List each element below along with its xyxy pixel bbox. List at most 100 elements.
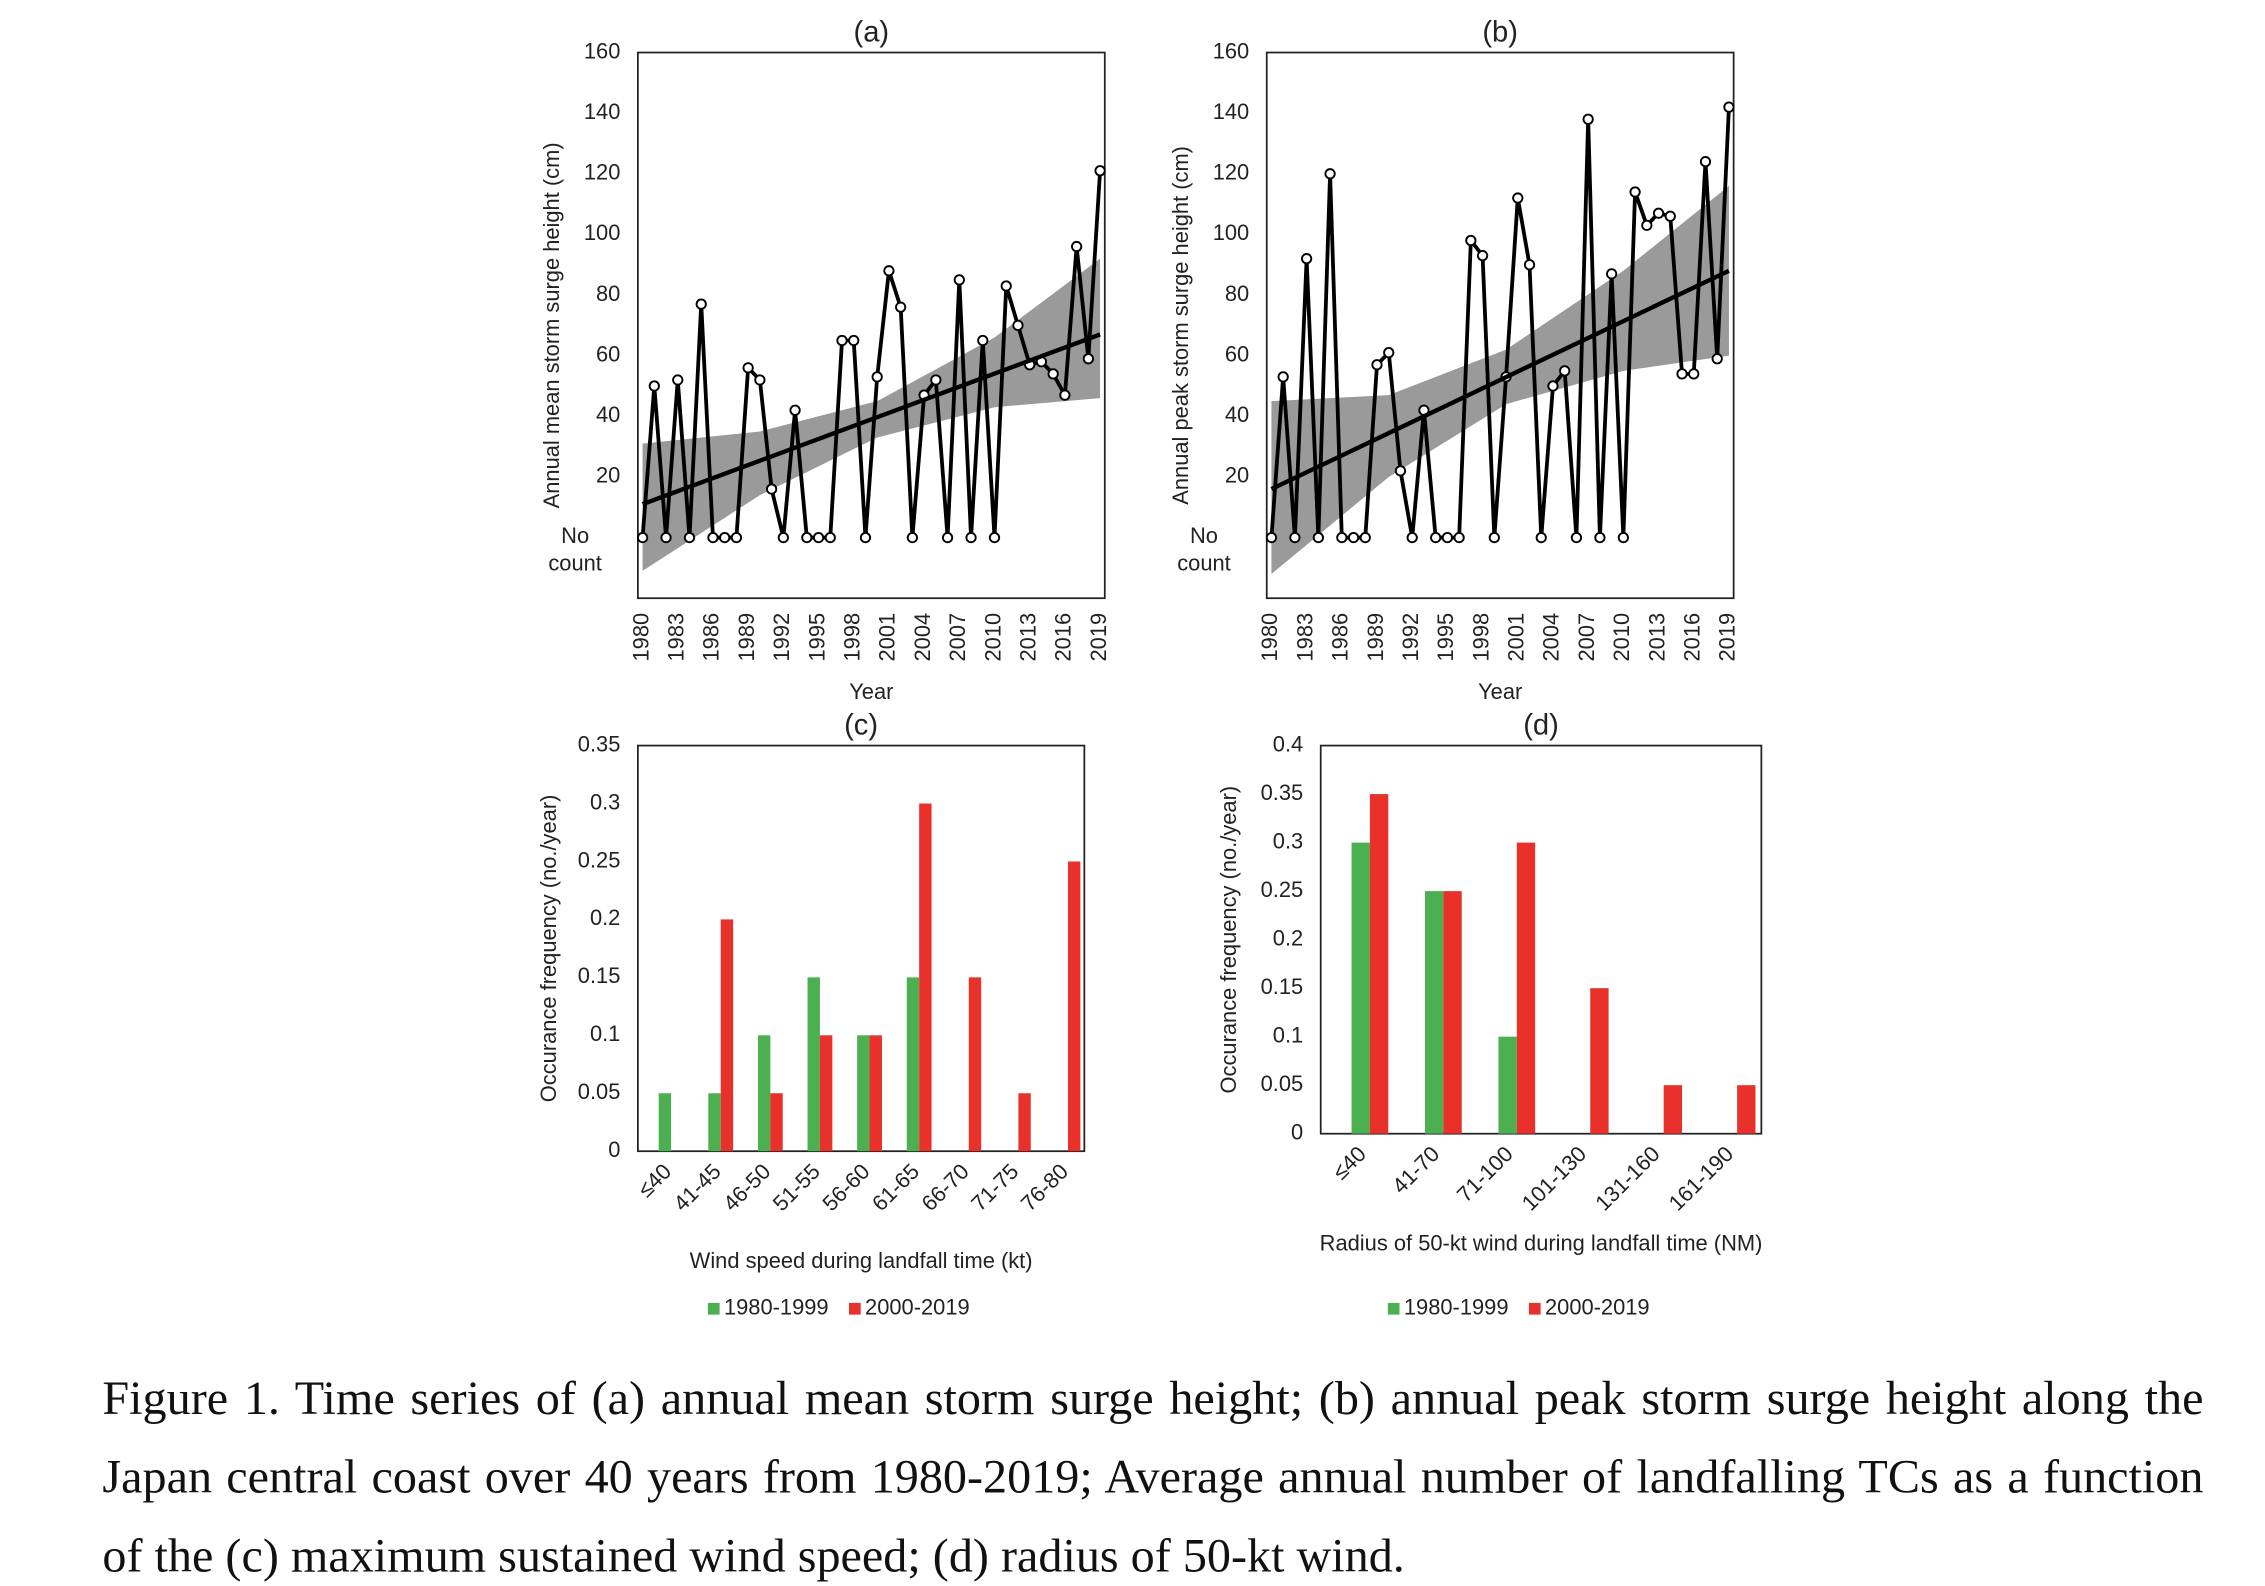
- bar: [819, 1035, 833, 1152]
- y-tick-label: 40: [596, 402, 620, 427]
- bar: [869, 1035, 882, 1152]
- data-point: [1535, 531, 1547, 544]
- data-point: [1336, 531, 1348, 544]
- y-tick-label: 0.25: [578, 847, 621, 872]
- data-point: [1723, 101, 1735, 113]
- bar: [658, 1093, 672, 1152]
- data-point: [1476, 250, 1489, 262]
- y-tick-label: 160: [1213, 38, 1250, 63]
- x-axis-title: Year: [849, 679, 893, 704]
- data-point: [1629, 186, 1641, 198]
- x-tick-label: 2007: [1574, 613, 1599, 662]
- x-tick-label: 1992: [769, 613, 794, 662]
- x-tick-label: 161-190: [1664, 1141, 1738, 1215]
- data-point: [719, 531, 731, 544]
- y-tick-label: 100: [1213, 220, 1250, 245]
- y-tick-label: 0.1: [1273, 1022, 1303, 1047]
- y-tick-label: 0.15: [1261, 974, 1304, 999]
- x-tick-label: 1989: [734, 613, 759, 662]
- bar: [1498, 1036, 1517, 1134]
- data-point: [1652, 207, 1665, 219]
- data-point: [1094, 165, 1106, 177]
- data-point: [906, 531, 919, 544]
- data-point: [977, 334, 989, 347]
- y-axis-title: Occurance frequency (no./year): [536, 795, 561, 1103]
- x-tick-label: 41-70: [1387, 1141, 1444, 1198]
- data-point: [1371, 359, 1383, 371]
- bar: [906, 977, 920, 1152]
- legend: 1980-1999 2000-2019: [707, 1295, 970, 1320]
- y-tick-label: 80: [1225, 281, 1249, 306]
- data-point: [824, 531, 836, 544]
- x-tick-label: 2019: [1715, 613, 1740, 662]
- x-tick-label: 71-75: [966, 1159, 1023, 1216]
- bar: [757, 1035, 771, 1152]
- x-tick-label: 131-160: [1590, 1141, 1664, 1215]
- x-axis-title: Radius of 50-kt wind during landfall tim…: [1319, 1231, 1763, 1257]
- x-tick-label: 2004: [1539, 613, 1564, 662]
- data-point: [1359, 531, 1371, 544]
- y-axis-title: Occurance frequency (no./year): [1216, 786, 1241, 1094]
- x-tick-label: 1995: [804, 613, 829, 662]
- data-point: [683, 531, 696, 544]
- y-axis-title: Annual peak storm surge height (cm): [1168, 146, 1193, 505]
- x-tick-label: 2010: [980, 613, 1005, 662]
- caption-box: Figure 1. Time series of (a) annual mean…: [102, 1372, 2204, 1584]
- bar: [720, 919, 734, 1152]
- x-tick-label: 41-45: [669, 1159, 726, 1216]
- x-axis-title-box: Radius of 50-kt wind during landfall tim…: [1319, 1231, 1763, 1257]
- y-tick-label: 80: [596, 281, 620, 306]
- data-point: [1071, 240, 1083, 253]
- chart-title: (c): [844, 709, 878, 741]
- data-point: [1688, 368, 1700, 380]
- y-tick-label-box: No count: [548, 524, 602, 577]
- x-tick-label: 1992: [1398, 613, 1423, 662]
- legend-swatch: [707, 1302, 720, 1315]
- bar: [857, 1035, 870, 1152]
- bar: [1516, 842, 1536, 1134]
- x-tick-label: 1989: [1363, 613, 1388, 662]
- bar: [919, 803, 932, 1152]
- bar: [807, 977, 820, 1152]
- y-tick-label: 0.3: [590, 789, 620, 814]
- data-point: [930, 374, 942, 386]
- y-tick-label: 40: [1225, 402, 1249, 427]
- data-point: [1000, 280, 1012, 292]
- data-point: [707, 531, 719, 544]
- data-point: [636, 531, 649, 544]
- legend-swatch: [849, 1302, 861, 1315]
- data-point: [1641, 219, 1653, 231]
- y-tick-label: 0.35: [1261, 780, 1304, 805]
- y-tick-label: No count: [548, 524, 602, 577]
- data-point: [1012, 319, 1024, 331]
- x-tick-label: 1995: [1433, 613, 1458, 662]
- caption: Figure 1. Time series of (a) annual mean…: [102, 1372, 2204, 1584]
- bar: [1663, 1085, 1683, 1134]
- data-point: [695, 298, 707, 310]
- x-tick-label: 1998: [840, 613, 865, 662]
- y-tick-label: 0: [608, 1137, 620, 1162]
- data-point: [871, 371, 883, 383]
- plot-frame: [1319, 744, 1763, 1135]
- data-point: [765, 483, 778, 495]
- bar: [1443, 891, 1462, 1134]
- x-tick-label: 2016: [1680, 613, 1705, 662]
- y-tick-label: 0.15: [578, 963, 621, 988]
- y-axis-title: Annual mean storm surge height (cm): [539, 142, 564, 508]
- y-tick-label: 0.05: [578, 1079, 621, 1104]
- data-point: [1512, 192, 1524, 204]
- x-tick-label: 2001: [875, 613, 900, 662]
- chart-title: (b): [1482, 16, 1518, 48]
- plot-frame: [637, 51, 1106, 600]
- data-point: [895, 301, 907, 313]
- data-point: [848, 334, 860, 347]
- x-tick-label: 2016: [1051, 613, 1076, 662]
- bar: [770, 1093, 783, 1152]
- bar: [1425, 891, 1444, 1134]
- data-point: [1301, 253, 1313, 265]
- legend-label: 2000-2019: [865, 1295, 970, 1320]
- x-tick-label: 2004: [910, 613, 935, 662]
- bar: [1067, 861, 1081, 1152]
- data-point: [1383, 347, 1395, 359]
